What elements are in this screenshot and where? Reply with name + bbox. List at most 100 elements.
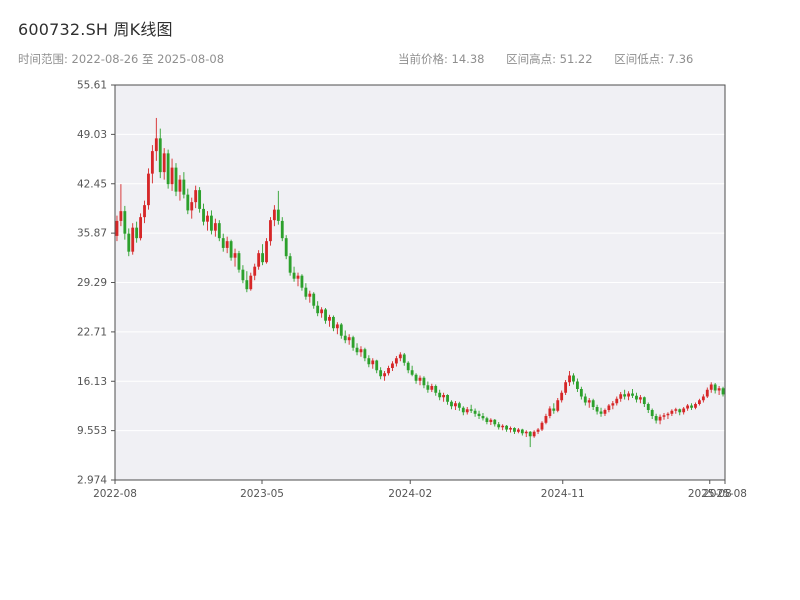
- candle-body: [320, 309, 324, 314]
- candle-body: [339, 324, 343, 336]
- candle-body: [162, 153, 166, 173]
- candle-body: [335, 324, 339, 329]
- y-axis: 55.61 49.03 42.45 35.87 29.29 22.71 16.13 9.553…: [77, 80, 725, 487]
- candle-body: [253, 266, 257, 276]
- candle-body: [721, 388, 725, 395]
- candle-body: [355, 347, 359, 353]
- candle-body: [595, 407, 599, 412]
- candle-body: [131, 227, 135, 252]
- candle-body: [186, 194, 190, 211]
- candle-body: [292, 272, 296, 279]
- candle-body: [442, 395, 446, 398]
- y-tick-label: 22.71: [77, 326, 107, 338]
- candle-body: [398, 354, 402, 359]
- candle-body: [615, 398, 619, 404]
- candle-body: [599, 411, 603, 414]
- candle-body: [351, 337, 355, 348]
- candle-body: [190, 202, 194, 211]
- price-stats: 当前价格: 14.38 区间高点: 51.22 区间低点: 7.36: [398, 51, 711, 67]
- y-tick-label: 9.553: [77, 425, 107, 437]
- candle-body: [666, 413, 670, 416]
- candle-body: [556, 400, 560, 411]
- candle-body: [513, 428, 516, 432]
- candle-body: [324, 309, 327, 321]
- candle-body: [485, 418, 489, 423]
- candle-body: [678, 409, 682, 413]
- x-tick-label: 2022-08: [93, 488, 137, 500]
- candle-body: [367, 358, 371, 365]
- candle-body: [115, 220, 119, 236]
- candle-body: [245, 280, 249, 290]
- candle-body: [579, 389, 583, 397]
- candle-body: [698, 400, 701, 405]
- candle-body: [233, 253, 237, 258]
- candle-body: [635, 395, 638, 400]
- candle-body: [536, 429, 540, 432]
- candle-body: [272, 209, 276, 221]
- candle-body: [454, 403, 457, 407]
- y-tick-label: 16.13: [77, 376, 107, 388]
- candle-body: [603, 410, 607, 414]
- candle-body: [627, 393, 630, 397]
- chart-header: 600732.SH 周K线图 时间范围: 2022-08-26 至 2025-0…: [0, 0, 800, 80]
- candle-body: [257, 253, 261, 267]
- candle-body: [662, 415, 666, 417]
- candle-body: [623, 394, 627, 397]
- candle-body: [139, 217, 142, 239]
- candle-body: [182, 179, 186, 195]
- candle-body: [497, 424, 501, 428]
- candle-body: [564, 382, 568, 393]
- candle-body: [206, 215, 209, 222]
- candle-body: [465, 409, 469, 413]
- candle-body: [217, 223, 221, 239]
- candle-body: [418, 377, 422, 381]
- y-tick-label: 2.974: [77, 475, 107, 487]
- x-tick-label: 2025-08: [703, 488, 747, 500]
- candle-body: [528, 431, 532, 437]
- candle-body: [166, 153, 170, 185]
- x-tick-label: 2025-08: [688, 488, 732, 500]
- candle-body: [410, 370, 414, 375]
- candle-body: [328, 316, 331, 321]
- candle-body: [269, 220, 272, 242]
- candle-body: [276, 209, 280, 221]
- candle-body: [682, 408, 686, 413]
- candle-body: [308, 293, 312, 297]
- candle-body: [363, 349, 367, 359]
- candle-body: [587, 400, 591, 403]
- candle-body: [524, 431, 528, 434]
- candle-body: [241, 269, 245, 281]
- candle-body: [686, 405, 690, 409]
- candle-body: [642, 397, 646, 405]
- candle-body: [143, 205, 146, 218]
- candle-body: [221, 238, 225, 248]
- y-tick-label: 55.61: [77, 80, 107, 92]
- candle-body: [477, 413, 481, 417]
- candle-body: [532, 431, 536, 437]
- candle-body: [296, 275, 300, 279]
- candle-body: [469, 409, 473, 411]
- candle-body: [591, 400, 595, 408]
- y-tick-label: 35.87: [77, 228, 107, 240]
- candle-body: [249, 275, 253, 290]
- candle-body: [261, 253, 264, 263]
- candle-body: [154, 138, 158, 152]
- candle-body: [619, 394, 623, 399]
- candle-body: [147, 173, 150, 206]
- page-title: 600732.SH 周K线图: [18, 20, 173, 39]
- candle-body: [288, 256, 292, 273]
- candle-body: [178, 179, 182, 192]
- candle-body: [658, 416, 662, 421]
- candle-body: [280, 220, 284, 239]
- x-tick-label: 2023-05: [240, 488, 284, 500]
- candle-body: [265, 241, 268, 263]
- candle-body: [394, 358, 398, 364]
- candle-body: [304, 287, 308, 297]
- candle-body: [194, 190, 198, 203]
- candle-body: [611, 403, 615, 406]
- candle-body: [713, 384, 717, 391]
- candle-body: [473, 410, 477, 414]
- candle-body: [544, 416, 548, 423]
- candle-body: [202, 208, 205, 222]
